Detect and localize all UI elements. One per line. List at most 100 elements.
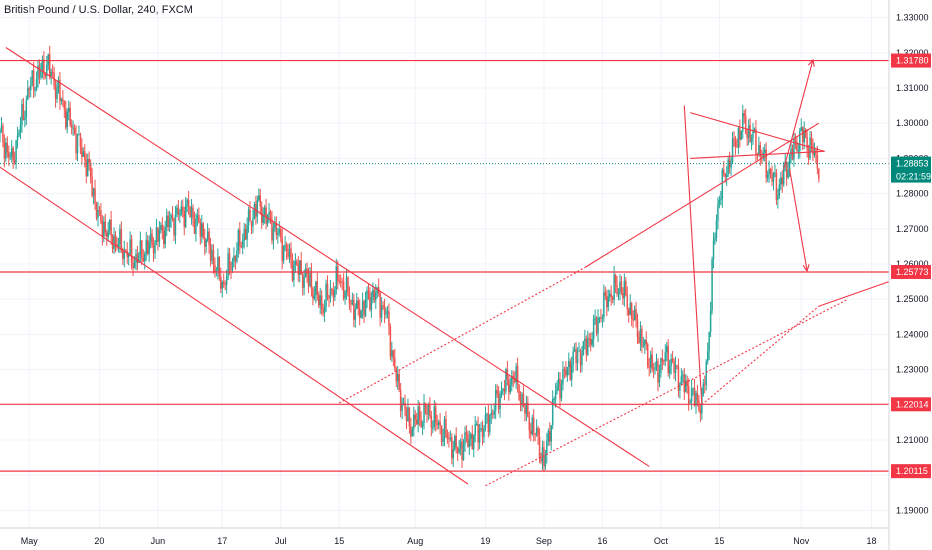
candle-body xyxy=(249,209,251,222)
candle-body xyxy=(100,210,102,222)
candle-body xyxy=(163,230,165,245)
trend-line xyxy=(683,105,703,405)
candle-body xyxy=(524,407,526,414)
candle-body xyxy=(138,254,140,263)
candle-body xyxy=(279,229,282,238)
candle-body xyxy=(391,350,393,357)
candle-body xyxy=(753,128,756,132)
candle-body xyxy=(190,207,193,218)
candle-body xyxy=(661,358,664,362)
candle-body xyxy=(70,125,73,128)
candle-body xyxy=(141,240,143,258)
candle-body xyxy=(601,317,604,319)
candle-body xyxy=(493,410,495,415)
candle-body xyxy=(657,361,659,383)
candle-body xyxy=(581,354,583,366)
candle-body xyxy=(452,449,455,459)
candle-body xyxy=(509,384,512,393)
candle-body xyxy=(284,244,286,246)
candle-body xyxy=(379,293,381,318)
candle-body xyxy=(668,365,671,374)
candle-body xyxy=(332,290,335,298)
candle-body xyxy=(342,281,345,299)
candle-body xyxy=(318,294,320,306)
candle-body xyxy=(777,195,779,200)
x-tick-label: Nov xyxy=(793,536,810,546)
candle-body xyxy=(603,292,605,318)
candle-body xyxy=(358,308,361,318)
candle-body xyxy=(160,225,162,230)
candle-body xyxy=(88,158,90,163)
candle-body xyxy=(687,386,690,404)
candle-body xyxy=(107,230,109,238)
candle-body xyxy=(40,69,42,78)
candle-body xyxy=(699,410,702,414)
candle-body xyxy=(124,249,127,251)
candle-body xyxy=(682,374,684,377)
candle-body xyxy=(746,134,748,138)
candle-body xyxy=(244,229,247,240)
candle-body xyxy=(459,441,462,449)
candle-body xyxy=(211,249,213,261)
candle-body xyxy=(492,413,494,415)
candle-body xyxy=(790,148,792,156)
candle-body xyxy=(157,227,159,242)
candle-body xyxy=(240,245,243,248)
candle-body xyxy=(421,422,424,427)
candle-body xyxy=(158,229,161,242)
candle-body xyxy=(446,434,449,439)
candle-body xyxy=(595,317,598,334)
candle-body xyxy=(451,437,453,459)
candle-body xyxy=(477,424,479,443)
y-tick-label: 1.19000 xyxy=(896,505,929,515)
candle-body xyxy=(797,150,800,152)
candle-body xyxy=(19,124,22,133)
candle-body xyxy=(129,239,131,255)
candle-body xyxy=(664,352,667,362)
candle-body xyxy=(563,369,566,371)
candle-body xyxy=(474,424,476,436)
candle-body xyxy=(18,132,20,136)
candle-body xyxy=(490,413,493,416)
candle-body xyxy=(296,261,298,265)
candle-body xyxy=(151,233,153,246)
candle-body xyxy=(806,137,808,150)
candle-body xyxy=(424,402,427,413)
candle-body xyxy=(198,214,200,223)
candle-body xyxy=(266,214,269,224)
candle-body xyxy=(310,271,313,289)
candle-body xyxy=(755,128,757,154)
candle-body xyxy=(812,143,814,156)
candle-body xyxy=(288,248,291,257)
candle-body xyxy=(369,293,371,310)
candle-body xyxy=(0,125,3,129)
candle-body xyxy=(565,369,567,376)
candle-body xyxy=(706,351,709,362)
candle-body xyxy=(660,358,662,374)
candle-body xyxy=(272,227,275,241)
candle-body xyxy=(803,129,805,143)
candle-body xyxy=(598,317,601,319)
candle-body xyxy=(778,184,781,196)
candle-body xyxy=(35,79,38,90)
candle-body xyxy=(714,237,716,241)
candle-body xyxy=(511,376,513,385)
candle-body xyxy=(733,138,735,141)
candle-body xyxy=(418,406,421,420)
candle-body xyxy=(705,361,707,385)
candle-body xyxy=(117,244,120,248)
candle-body xyxy=(199,222,202,237)
candle-body xyxy=(300,260,302,275)
candle-body xyxy=(268,211,270,215)
candle-body xyxy=(65,109,67,128)
candle-body xyxy=(515,366,517,382)
candle-body xyxy=(353,299,355,320)
candle-body xyxy=(298,260,301,275)
candle-body xyxy=(398,374,400,390)
candle-body xyxy=(804,129,807,138)
candle-body xyxy=(774,172,776,174)
candle-body xyxy=(443,418,446,438)
candle-body xyxy=(145,240,147,254)
candle-body xyxy=(591,338,593,345)
